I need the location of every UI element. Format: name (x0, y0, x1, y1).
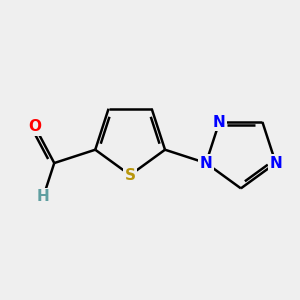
Text: N: N (213, 115, 226, 130)
Text: H: H (37, 189, 50, 204)
Text: N: N (269, 155, 282, 170)
Text: S: S (124, 168, 136, 183)
Text: N: N (200, 155, 212, 170)
Text: O: O (28, 119, 41, 134)
